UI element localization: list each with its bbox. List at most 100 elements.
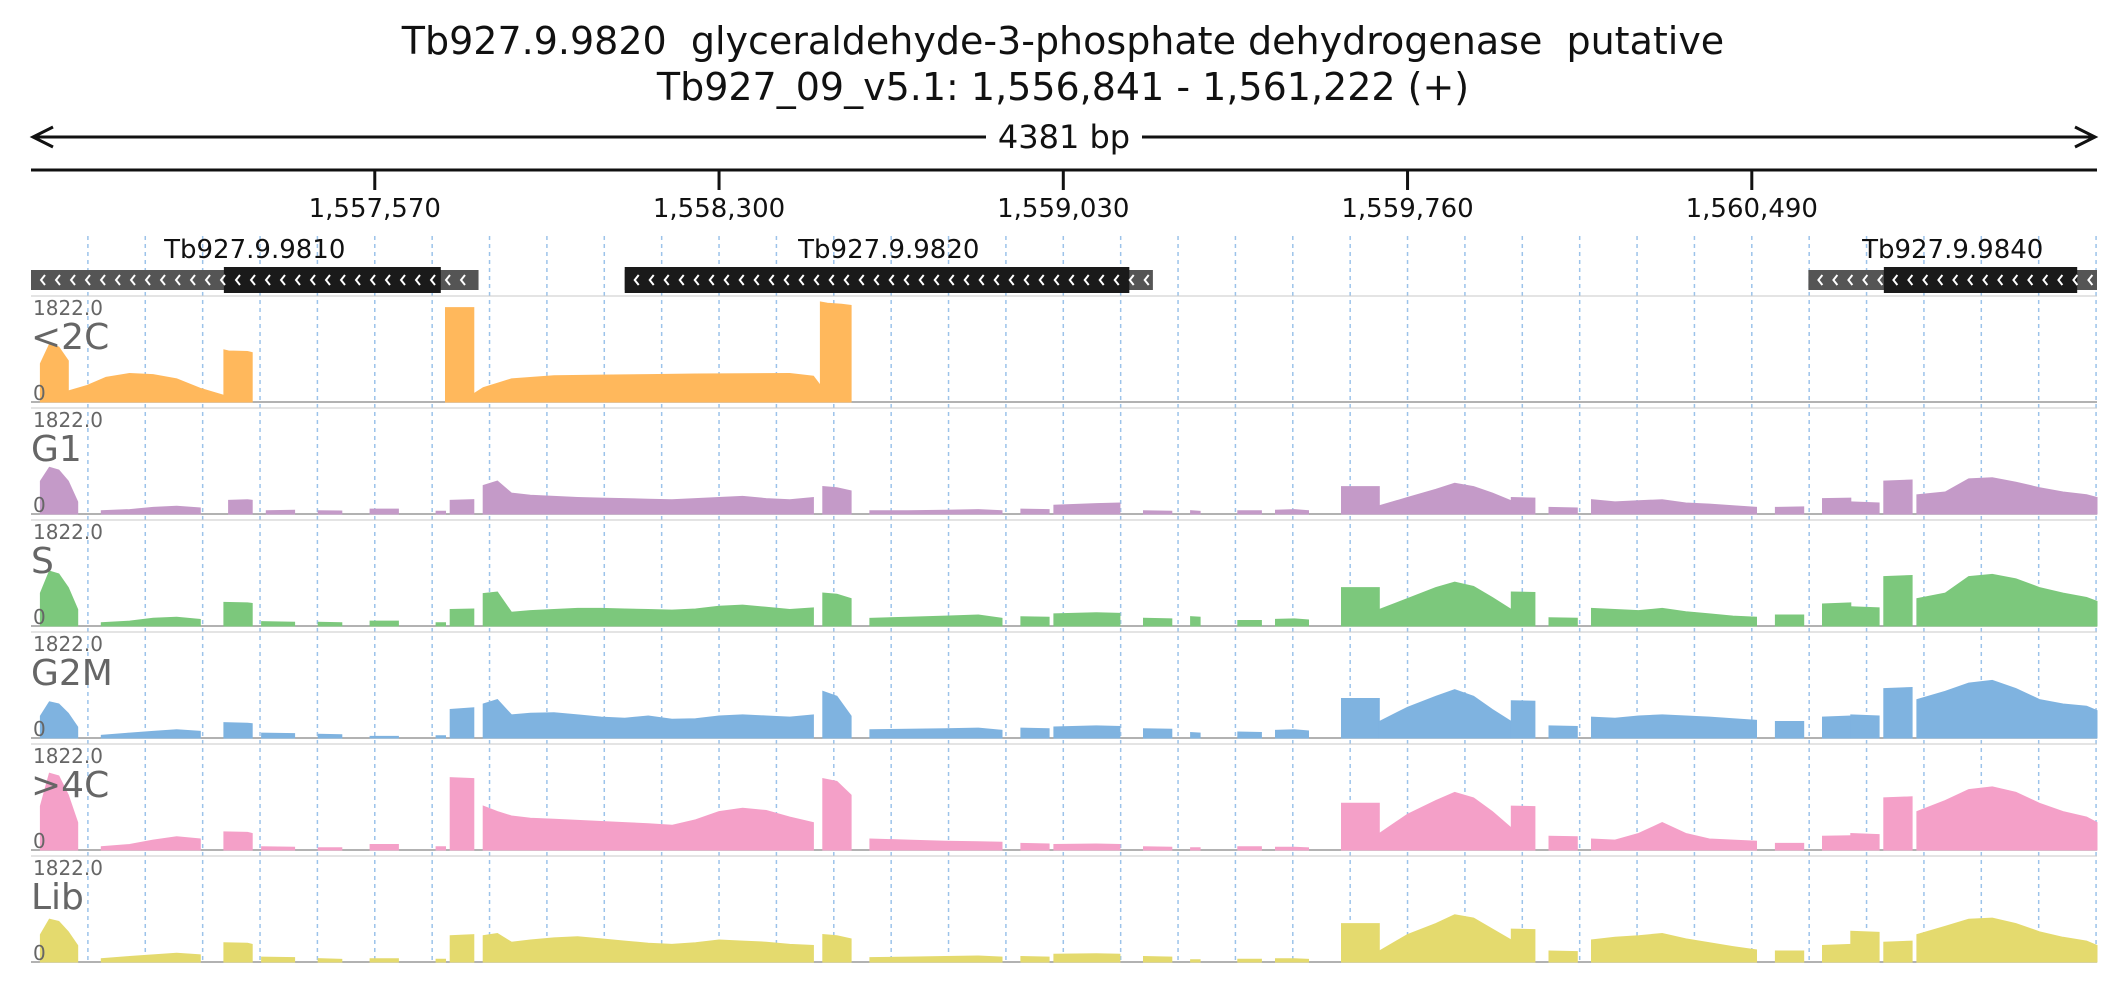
strand-chevron xyxy=(1952,274,1959,286)
strand-chevron xyxy=(723,274,730,286)
coverage-area xyxy=(39,570,79,627)
figure-title: Tb927.9.9820 glyceraldehyde-3-phosphate … xyxy=(0,18,2126,110)
coverage-area xyxy=(1275,846,1309,851)
strand-chevron xyxy=(1982,274,1989,286)
strand-chevron xyxy=(159,274,166,286)
y-min-label: 0 xyxy=(33,717,46,741)
coverage-area xyxy=(1190,616,1201,627)
coverage-area xyxy=(1548,617,1578,627)
strand-chevron xyxy=(294,274,301,286)
strand-chevron xyxy=(1862,274,1869,286)
coverage-area xyxy=(100,505,201,515)
coverage-area xyxy=(1916,679,2098,739)
strand-chevron xyxy=(39,274,46,286)
strand-chevron xyxy=(1967,274,1974,286)
coverage-area xyxy=(1591,499,1757,515)
strand-chevron xyxy=(813,274,820,286)
track-name-label: G1 xyxy=(31,429,82,470)
coverage-area xyxy=(1190,510,1201,515)
coverage-area xyxy=(445,307,475,403)
coverage-area xyxy=(39,918,79,963)
coverage-area xyxy=(1774,614,1805,627)
strand-chevron xyxy=(798,274,805,286)
strand-chevron xyxy=(384,274,391,286)
strand-chevron xyxy=(444,274,451,286)
gene-label: Tb927.9.9840 xyxy=(1861,235,2043,265)
coverage-area xyxy=(822,690,852,739)
coverage-area xyxy=(1510,591,1536,627)
coverage-area xyxy=(223,601,253,627)
strand-chevron xyxy=(873,274,880,286)
coverage-area xyxy=(1548,835,1578,851)
coverage-area xyxy=(1143,510,1173,515)
coverage-area xyxy=(1883,574,1913,627)
coverage-area xyxy=(261,846,296,851)
strand-chevron xyxy=(1098,274,1105,286)
coverage-area xyxy=(1916,477,2098,515)
coverage-area xyxy=(1143,846,1173,851)
strand-chevron xyxy=(279,274,286,286)
strand-chevron xyxy=(189,274,196,286)
span-arrow-left xyxy=(29,125,54,149)
gene-label: Tb927.9.9820 xyxy=(797,235,979,265)
coverage-area xyxy=(100,836,201,851)
strand-chevron xyxy=(54,274,61,286)
region-title: Tb927_09_v5.1: 1,556,841 - 1,561,222 (+) xyxy=(656,65,1470,109)
coverage-area xyxy=(435,622,446,627)
coverage-area xyxy=(449,934,475,963)
coverage-area xyxy=(1916,786,2098,851)
coverage-area xyxy=(1053,612,1121,627)
coverage-area xyxy=(1883,796,1913,851)
strand-chevron xyxy=(354,274,361,286)
coverage-area xyxy=(1510,805,1536,851)
strand-chevron xyxy=(2027,274,2034,286)
strand-chevron xyxy=(1937,274,1944,286)
coverage-area xyxy=(1883,686,1913,739)
strand-chevron xyxy=(174,274,181,286)
strand-chevron xyxy=(144,274,151,286)
coverage-area xyxy=(449,499,475,515)
strand-chevron xyxy=(1922,274,1929,286)
coverage-area xyxy=(869,838,1003,851)
coverage-area xyxy=(1275,618,1309,627)
strand-chevron xyxy=(783,274,790,286)
coverage-area xyxy=(1850,832,1880,851)
track-name-label: >4C xyxy=(31,765,109,806)
gene-cds xyxy=(223,267,441,293)
coverage-area xyxy=(869,509,1003,515)
strand-chevron xyxy=(204,274,211,286)
strand-chevron xyxy=(309,274,316,286)
coverage-area xyxy=(449,707,475,739)
y-max-label: 1822.0 xyxy=(33,520,103,544)
y-max-label: 1822.0 xyxy=(33,744,103,768)
coverage-area xyxy=(1548,725,1578,739)
coverage-area xyxy=(317,733,343,739)
strand-chevron xyxy=(399,274,406,286)
coverage-area xyxy=(822,934,852,963)
y-min-label: 0 xyxy=(33,605,46,629)
coverage-area xyxy=(1822,835,1852,851)
coverage-area xyxy=(369,508,399,515)
strand-chevron xyxy=(1143,274,1150,286)
coverage-area xyxy=(1510,496,1536,515)
coverage-area xyxy=(1053,843,1121,851)
coverage-area xyxy=(482,805,814,851)
coverage-area xyxy=(100,616,201,627)
strand-chevron xyxy=(633,274,640,286)
y-max-label: 1822.0 xyxy=(33,296,103,320)
strand-chevron xyxy=(903,274,910,286)
coverage-area xyxy=(1020,955,1050,963)
ruler-tick-label: 1,558,300 xyxy=(653,194,785,224)
coverage-area xyxy=(1591,714,1757,739)
coverage-area xyxy=(435,846,446,851)
strand-chevron xyxy=(978,274,985,286)
strand-chevron xyxy=(324,274,331,286)
strand-chevron xyxy=(963,274,970,286)
coverage-area xyxy=(473,372,821,403)
coverage-area xyxy=(869,614,1003,627)
coverage-area xyxy=(100,729,201,739)
coverage-area xyxy=(317,847,343,851)
y-min-label: 0 xyxy=(33,381,46,405)
coverage-area xyxy=(1190,959,1201,963)
coverage-area xyxy=(1143,955,1173,963)
